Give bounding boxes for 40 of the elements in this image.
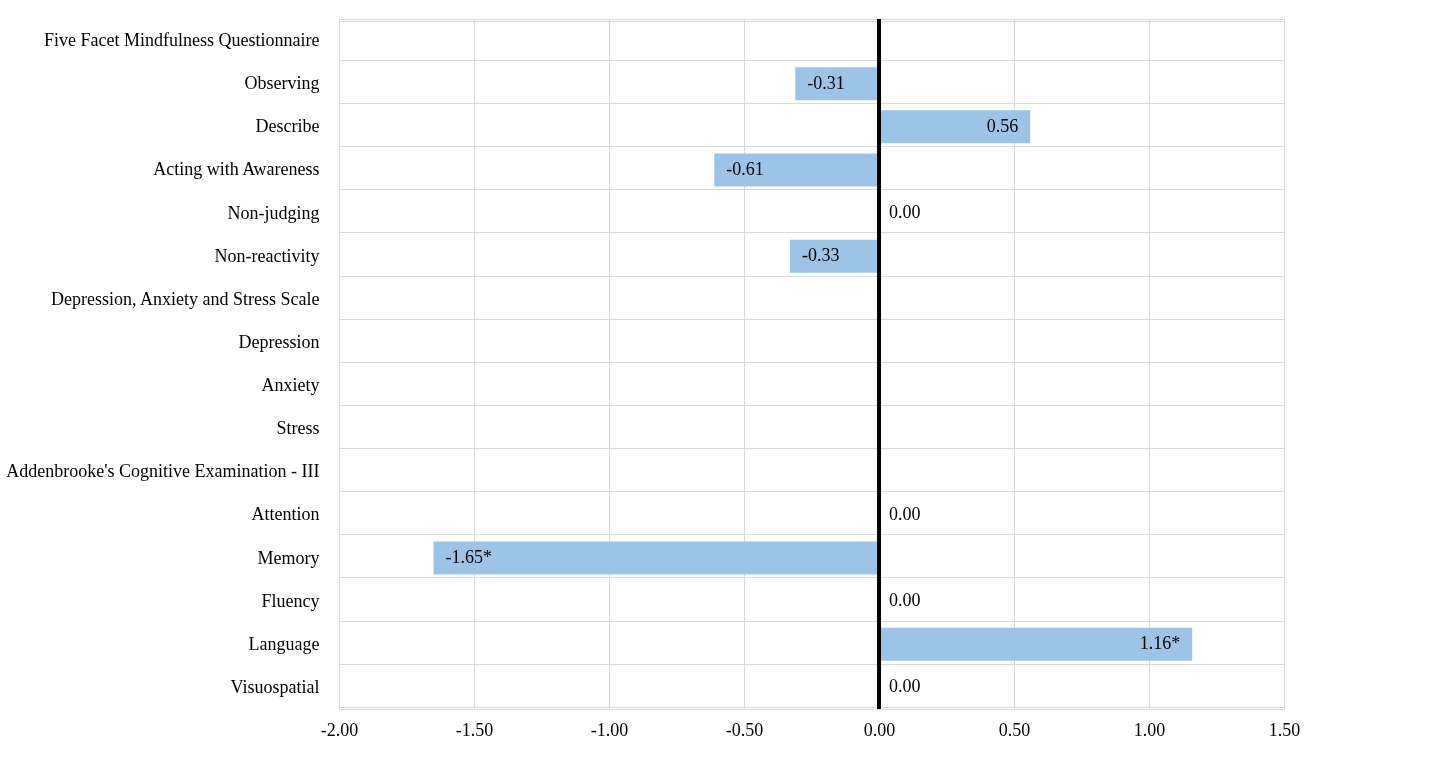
x-tick-label: -1.00 — [590, 719, 629, 740]
y-tick-label: Anxiety — [261, 375, 320, 396]
x-tick-label: 1.50 — [1268, 719, 1301, 740]
x-tick-label: -1.50 — [455, 719, 494, 740]
y-tick-label: Non-judging — [227, 202, 320, 223]
bar — [879, 627, 1193, 661]
bar — [714, 153, 879, 187]
data-label: 0.00 — [889, 590, 921, 611]
data-label: 0.00 — [889, 676, 921, 697]
y-tick-label: Depression — [238, 331, 320, 352]
y-tick-label: Observing — [244, 73, 320, 94]
y-tick-label: Stress — [276, 418, 320, 439]
bar — [795, 67, 879, 101]
data-label: -0.61 — [726, 158, 764, 179]
x-tick-label: 1.00 — [1133, 719, 1166, 740]
y-tick-label: Depression, Anxiety and Stress Scale — [51, 288, 320, 309]
x-tick-label: 0.00 — [863, 719, 896, 740]
data-label: 0.00 — [889, 503, 921, 524]
data-label: -1.65* — [445, 547, 492, 568]
bar — [879, 110, 1031, 144]
y-tick-label: Describe — [255, 116, 320, 137]
y-tick-label: Memory — [257, 547, 320, 568]
data-label: 1.16* — [1139, 633, 1181, 654]
y-tick-label: Acting with Awareness — [153, 159, 320, 180]
y-tick-label: Non-reactivity — [214, 245, 320, 266]
y-tick-label: Visuospatial — [230, 676, 320, 697]
y-tick-label: Fluency — [261, 590, 320, 611]
bar — [789, 239, 879, 273]
x-tick-label: -2.00 — [320, 719, 359, 740]
y-tick-label: Addenbrooke's Cognitive Examination - III — [6, 461, 320, 482]
data-label: 0.56 — [986, 115, 1019, 136]
y-tick-label: Five Facet Mindfulness Questionnaire — [44, 30, 320, 51]
x-tick-label: 0.50 — [998, 719, 1031, 740]
data-label: -0.31 — [807, 72, 845, 93]
x-tick-label: -0.50 — [725, 719, 764, 740]
y-tick-label: Attention — [251, 504, 320, 525]
data-label: -0.33 — [801, 245, 840, 266]
data-label: 0.00 — [889, 202, 921, 223]
y-tick-label: Language — [248, 633, 320, 654]
bar — [433, 541, 879, 575]
